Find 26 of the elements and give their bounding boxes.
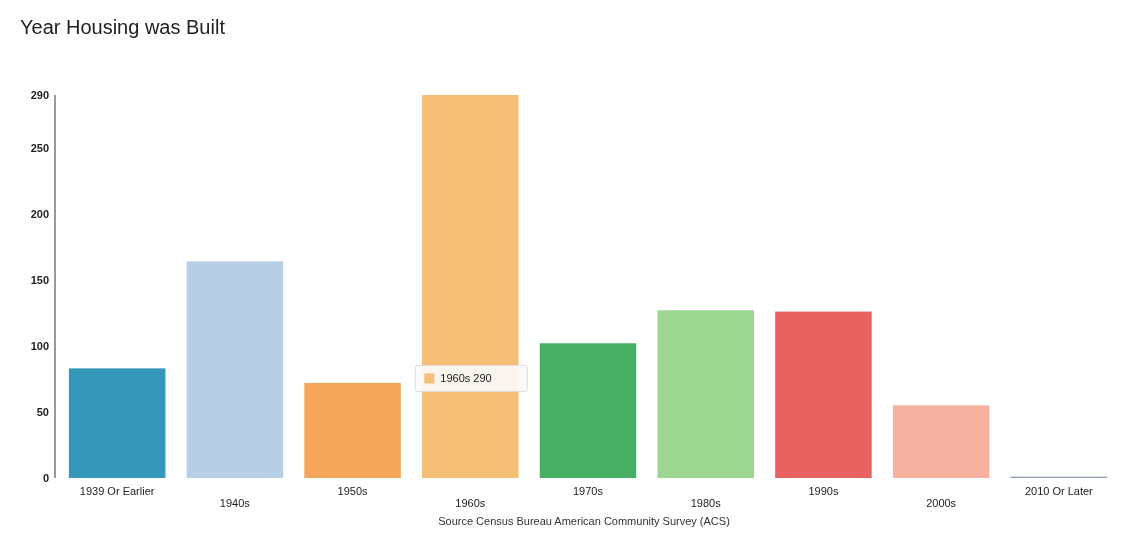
y-tick-label: 250: [30, 141, 49, 154]
x-tick-label: 2010 Or Later: [1024, 485, 1094, 497]
bar: [186, 261, 284, 478]
x-tick-label: 1940s: [219, 497, 251, 509]
y-tick-label: 0: [42, 471, 49, 484]
bar: [539, 343, 637, 478]
x-tick-label: 1960s: [455, 497, 486, 509]
source-note: Source Census Bureau American Community Survey (ACS): [438, 515, 730, 527]
y-tick-label: 200: [30, 207, 49, 220]
bar: [68, 368, 166, 478]
bar: [892, 405, 990, 478]
y-tick-label: 100: [30, 339, 49, 352]
y-tick-label: 290: [30, 88, 49, 101]
x-tick-label: 1950s: [337, 485, 369, 497]
bar: [657, 310, 754, 478]
x-tick-label: 1980s: [690, 497, 722, 509]
y-tick-label: 50: [36, 405, 49, 418]
y-tick-label: 150: [30, 273, 49, 286]
x-tick-label: 1970s: [573, 485, 604, 497]
bar: [775, 311, 872, 478]
annotation: 1960s 290: [440, 372, 492, 385]
chart-title: Year Housing was Built: [20, 16, 226, 38]
bar: [304, 382, 401, 478]
x-tick-label: 1990s: [808, 485, 839, 497]
x-tick-label: 1939 Or Earlier: [79, 485, 155, 497]
x-tick-label: 2000s: [926, 497, 957, 509]
